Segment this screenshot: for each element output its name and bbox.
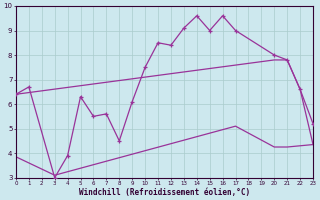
X-axis label: Windchill (Refroidissement éolien,°C): Windchill (Refroidissement éolien,°C) (79, 188, 250, 197)
